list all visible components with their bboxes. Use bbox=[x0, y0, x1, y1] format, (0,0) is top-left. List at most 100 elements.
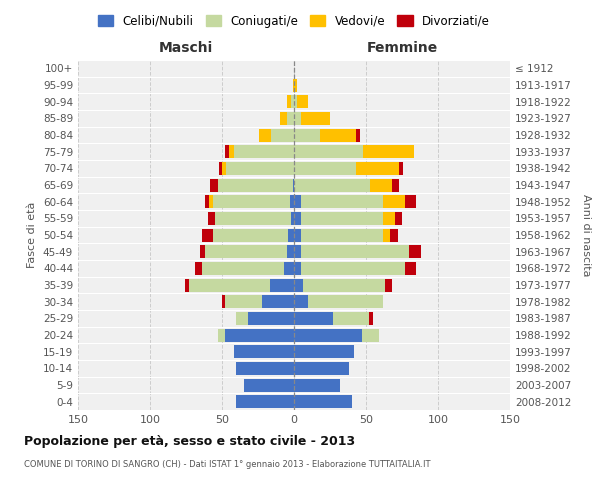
Bar bbox=[222, 295, 225, 308]
Bar bbox=[233, 145, 294, 158]
Bar bbox=[226, 162, 294, 175]
Bar bbox=[288, 228, 294, 241]
Bar bbox=[287, 95, 291, 108]
Y-axis label: Fasce di età: Fasce di età bbox=[28, 202, 37, 268]
Bar bbox=[294, 362, 349, 375]
Bar bbox=[294, 212, 301, 225]
Bar bbox=[297, 95, 308, 108]
Bar bbox=[294, 378, 340, 392]
Bar bbox=[362, 328, 379, 342]
Bar bbox=[294, 128, 320, 141]
Bar bbox=[294, 345, 355, 358]
Bar bbox=[383, 195, 405, 208]
Bar bbox=[290, 195, 294, 208]
Bar bbox=[301, 245, 409, 258]
Bar bbox=[294, 278, 302, 291]
Bar bbox=[301, 212, 383, 225]
Bar bbox=[294, 262, 301, 275]
Bar bbox=[405, 262, 416, 275]
Bar bbox=[294, 395, 352, 408]
Bar bbox=[233, 345, 294, 358]
Bar bbox=[293, 78, 294, 92]
Bar bbox=[214, 195, 290, 208]
Bar bbox=[294, 245, 301, 258]
Bar bbox=[205, 195, 209, 208]
Text: Femmine: Femmine bbox=[367, 41, 437, 55]
Bar bbox=[185, 278, 189, 291]
Bar bbox=[395, 212, 402, 225]
Bar bbox=[308, 295, 383, 308]
Bar bbox=[294, 178, 370, 192]
Bar bbox=[294, 78, 297, 92]
Bar bbox=[291, 95, 294, 108]
Bar bbox=[225, 328, 294, 342]
Bar bbox=[294, 95, 297, 108]
Bar bbox=[356, 162, 399, 175]
Bar bbox=[356, 128, 360, 141]
Bar bbox=[202, 228, 214, 241]
Bar bbox=[189, 278, 269, 291]
Bar bbox=[225, 295, 262, 308]
Bar bbox=[302, 278, 385, 291]
Legend: Celibi/Nubili, Coniugati/e, Vedovi/e, Divorziati/e: Celibi/Nubili, Coniugati/e, Vedovi/e, Di… bbox=[93, 10, 495, 32]
Bar bbox=[385, 278, 392, 291]
Bar bbox=[294, 295, 308, 308]
Bar bbox=[369, 312, 373, 325]
Bar bbox=[301, 195, 383, 208]
Bar bbox=[208, 212, 215, 225]
Bar bbox=[301, 262, 405, 275]
Bar bbox=[214, 228, 288, 241]
Bar bbox=[209, 195, 214, 208]
Bar bbox=[301, 228, 383, 241]
Text: Maschi: Maschi bbox=[159, 41, 213, 55]
Bar bbox=[269, 278, 294, 291]
Bar bbox=[294, 145, 363, 158]
Bar bbox=[391, 228, 398, 241]
Bar bbox=[200, 245, 205, 258]
Bar bbox=[194, 262, 202, 275]
Bar bbox=[291, 212, 294, 225]
Bar bbox=[262, 295, 294, 308]
Y-axis label: Anni di nascita: Anni di nascita bbox=[581, 194, 591, 276]
Bar bbox=[259, 128, 271, 141]
Bar bbox=[218, 328, 225, 342]
Bar bbox=[218, 178, 293, 192]
Bar bbox=[205, 245, 287, 258]
Bar bbox=[236, 362, 294, 375]
Bar bbox=[287, 112, 294, 125]
Bar bbox=[370, 178, 392, 192]
Bar bbox=[301, 112, 330, 125]
Bar bbox=[225, 145, 229, 158]
Bar bbox=[294, 228, 301, 241]
Bar bbox=[219, 162, 222, 175]
Bar bbox=[399, 162, 403, 175]
Bar bbox=[320, 128, 356, 141]
Text: COMUNE DI TORINO DI SANGRO (CH) - Dati ISTAT 1° gennaio 2013 - Elaborazione TUTT: COMUNE DI TORINO DI SANGRO (CH) - Dati I… bbox=[24, 460, 431, 469]
Bar bbox=[405, 195, 416, 208]
Bar bbox=[284, 262, 294, 275]
Bar bbox=[287, 245, 294, 258]
Bar bbox=[229, 145, 233, 158]
Bar bbox=[215, 212, 291, 225]
Bar bbox=[248, 312, 294, 325]
Bar bbox=[244, 378, 294, 392]
Bar bbox=[409, 245, 421, 258]
Bar bbox=[236, 395, 294, 408]
Bar bbox=[294, 328, 362, 342]
Bar bbox=[383, 228, 391, 241]
Bar bbox=[294, 195, 301, 208]
Bar bbox=[202, 262, 284, 275]
Bar bbox=[392, 178, 399, 192]
Bar bbox=[383, 212, 395, 225]
Bar bbox=[333, 312, 369, 325]
Bar bbox=[294, 312, 333, 325]
Bar bbox=[280, 112, 287, 125]
Bar bbox=[294, 112, 301, 125]
Bar bbox=[271, 128, 294, 141]
Bar bbox=[293, 178, 294, 192]
Bar bbox=[294, 162, 356, 175]
Bar bbox=[222, 162, 226, 175]
Bar bbox=[236, 312, 248, 325]
Text: Popolazione per età, sesso e stato civile - 2013: Popolazione per età, sesso e stato civil… bbox=[24, 435, 355, 448]
Bar bbox=[363, 145, 413, 158]
